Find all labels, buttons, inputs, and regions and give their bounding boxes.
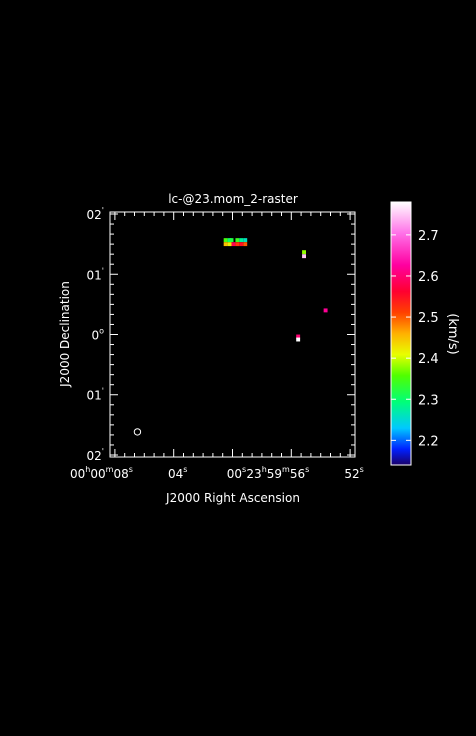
axis-ticks: 02' 01' 0o 01' 02' 00h00m08s 04s 00s 23h59m56s 52… [70,206,364,481]
colorbar-tick-label: 2.4 [418,352,439,367]
colorbar-tick-label: 2.5 [418,311,439,326]
raster-pixel [223,238,228,243]
colorbar-tick-label: 2.7 [418,229,439,244]
colorbar-label: (km/s) [445,313,460,355]
raster-pixel [235,238,240,243]
raster-pixel [231,242,236,247]
tick-label: 23h59m56s [246,465,309,481]
tick-label: 00s [227,465,246,481]
colorbar-ticks: 2.2 2.3 2.4 2.5 2.6 2.7 [391,229,439,449]
raster-pixels [223,238,328,342]
plot-frame [109,211,356,458]
tick-label: 02' [87,206,104,222]
raster-pixel [296,334,301,339]
raster-pixel [239,238,244,243]
tick-label: 02' [87,447,104,463]
raster-pixel [243,242,248,247]
colorbar-tick-label: 2.6 [418,270,439,285]
beam-ellipse [133,428,142,436]
tick-label: 01' [87,387,104,403]
raster-pixel [323,308,328,313]
raster-pixel [302,250,306,255]
x-axis-label: J2000 Right Ascension [165,491,300,505]
chart-title: lc-@23.mom_2-raster [168,192,298,206]
raster-pixel [235,242,240,247]
colorbar [390,201,412,466]
tick-label: 0o [91,327,104,343]
tick-label: 01' [87,266,104,282]
raster-pixel [302,254,306,259]
raster-pixel [227,242,232,247]
raster-pixel [223,242,228,247]
tick-label: 52s [344,465,363,481]
y-axis-label: J2000 Declination [58,281,72,388]
raster-pixel [239,242,244,247]
colorbar-tick-label: 2.2 [418,434,439,449]
raster-pixel [229,238,234,243]
tick-label: 00h00m08s [70,465,133,481]
raster-pixel [296,337,301,342]
colorbar-tick-label: 2.3 [418,393,439,408]
raster-pixel [243,238,248,243]
tick-label: 04s [168,465,187,481]
